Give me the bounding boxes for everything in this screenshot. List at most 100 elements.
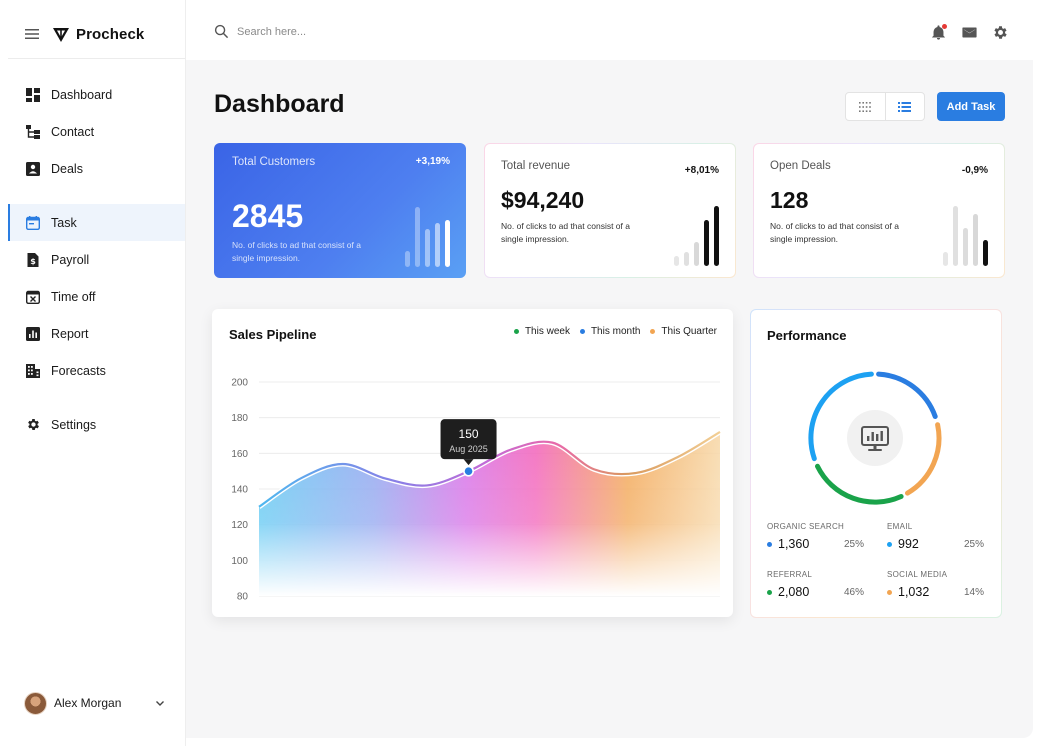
gear-icon (994, 26, 1007, 39)
brand: Procheck (24, 20, 144, 48)
search-input[interactable] (237, 25, 437, 38)
performance-donut (808, 371, 942, 505)
spark-bar (694, 242, 699, 266)
menu-icon[interactable] (24, 26, 40, 42)
stat-sparkbars (674, 204, 719, 266)
performance-stat-social-media: SOCIAL MEDIA 1,032 14% (887, 570, 984, 599)
performance-stat-dot (887, 589, 892, 595)
performance-stat-label: REFERRAL (767, 570, 813, 579)
sidebar-item-label: Report (51, 326, 89, 341)
sidebar-item-deals[interactable]: Deals (8, 150, 185, 187)
stat-sparkbars (405, 205, 450, 267)
sidebar: Procheck Dashboard Contact Deals Task (0, 0, 186, 746)
spark-bar (435, 223, 440, 267)
performance-stat-dot (767, 589, 772, 595)
stat-card-total-customers: Total Customers +3,19% 2845 No. of click… (214, 143, 466, 278)
notification-button[interactable] (930, 24, 947, 41)
y-tick-label: 100 (231, 556, 248, 567)
legend-item-this-week[interactable]: This week (513, 326, 570, 337)
spark-bar (943, 252, 948, 266)
sidebar-item-label: Task (51, 215, 77, 230)
sidebar-item-label: Time off (51, 289, 96, 304)
spark-bar (405, 251, 410, 267)
grid-icon (859, 101, 872, 112)
monitor-badge (847, 410, 903, 466)
performance-stat-email: EMAIL 992 25% (887, 522, 984, 551)
spark-bar (684, 252, 689, 266)
settings-button[interactable] (992, 24, 1009, 41)
top-icons (930, 24, 1009, 41)
grid-view-button[interactable] (846, 93, 885, 120)
donut-segment-social-media (905, 422, 942, 496)
list-icon (898, 101, 912, 112)
sidebar-item-report[interactable]: Report (8, 315, 185, 352)
spark-bar (973, 214, 978, 266)
sidebar-item-task[interactable]: Task (8, 204, 185, 241)
user-menu[interactable]: Alex Morgan (24, 690, 166, 716)
performance-stat-percent: 14% (963, 586, 984, 598)
sidebar-item-settings[interactable]: Settings (8, 406, 185, 443)
mail-button[interactable] (961, 24, 978, 41)
sidebar-divider (8, 58, 185, 59)
view-toggle (845, 92, 925, 121)
performance-stat-dot (887, 541, 892, 547)
spark-bar (963, 228, 968, 266)
search-icon (214, 24, 229, 39)
mail-icon (962, 27, 977, 38)
stat-value: 2845 (232, 198, 304, 234)
performance-stat-label: ORGANIC SEARCH (767, 522, 845, 531)
spark-bar (415, 207, 420, 267)
performance-stat-referral: REFERRAL 2,080 46% (767, 570, 864, 599)
stat-card-open-deals: Open Deals -0,9% 128 No. of clicks to ad… (753, 143, 1005, 278)
notification-dot (942, 24, 947, 29)
sidebar-item-payroll[interactable]: $ Payroll (8, 241, 185, 278)
legend-dot (579, 329, 585, 334)
search (214, 24, 437, 39)
spark-bar (674, 256, 679, 266)
payroll-icon: $ (25, 252, 41, 268)
sidebar-item-label: Dashboard (51, 87, 113, 102)
performance-stat-value: 2,080 (778, 585, 810, 599)
stat-change: +8,01% (684, 165, 719, 176)
spark-bar (983, 240, 988, 266)
monitor-icon (861, 426, 889, 451)
sidebar-item-label: Settings (51, 417, 97, 432)
svg-text:$: $ (30, 257, 36, 266)
spark-bar (714, 206, 719, 266)
donut-segment-referral (815, 463, 904, 505)
topbar (186, 0, 1033, 60)
time-off-icon (25, 289, 41, 305)
chart-tooltip-arrow (463, 459, 474, 466)
y-tick-label: 80 (237, 592, 249, 603)
stat-label: Total Customers (232, 156, 316, 168)
list-view-button[interactable] (884, 93, 924, 120)
task-icon (25, 215, 41, 231)
stat-label: Open Deals (770, 160, 831, 172)
tooltip-label: Aug 2025 (449, 444, 488, 454)
chevron-down-icon[interactable] (154, 697, 166, 709)
legend-label: This Quarter (661, 326, 717, 337)
legend-item-this-quarter[interactable]: This Quarter (650, 326, 717, 337)
add-task-button[interactable]: Add Task (937, 92, 1005, 121)
y-tick-label: 140 (231, 485, 248, 496)
sales-pipeline-chart: 200 180 160 140 120 100 80 150 Aug 2025 (231, 378, 722, 603)
spark-bar (704, 220, 709, 266)
legend-item-this-month[interactable]: This month (579, 326, 641, 337)
highlight-point[interactable] (464, 467, 473, 475)
performance-stat-value: 992 (898, 537, 919, 551)
donut-segment-organic-search (876, 371, 938, 419)
sidebar-item-forecasts[interactable]: Forecasts (8, 352, 185, 389)
contact-icon (25, 124, 41, 140)
logo-icon (53, 28, 69, 42)
spark-bar (953, 206, 958, 266)
sidebar-item-contact[interactable]: Contact (8, 113, 185, 150)
legend-label: This month (590, 326, 641, 337)
sidebar-item-dashboard[interactable]: Dashboard (8, 76, 185, 113)
sidebar-item-time-off[interactable]: Time off (8, 278, 185, 315)
performance-stat-percent: 25% (843, 538, 864, 550)
gear-icon (25, 417, 41, 433)
sidebar-item-label: Forecasts (51, 363, 106, 378)
chart-tooltip (440, 419, 497, 460)
tooltip-value: 150 (459, 427, 479, 441)
legend-label: This week (524, 326, 570, 337)
